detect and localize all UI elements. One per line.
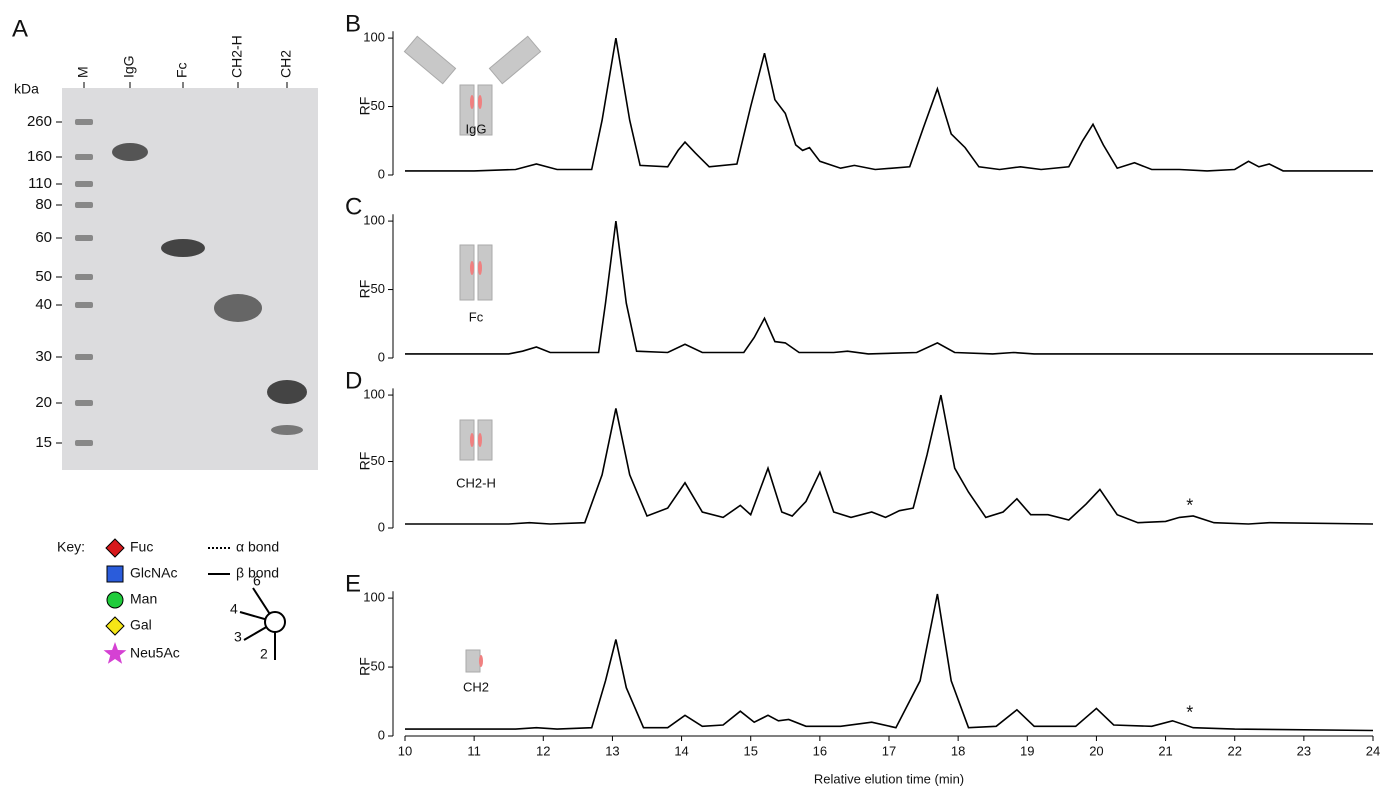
y-tick-label: 50 bbox=[371, 658, 385, 673]
x-tick-label: 18 bbox=[951, 743, 965, 758]
y-tick-label: 100 bbox=[363, 30, 385, 45]
y-tick-label: 100 bbox=[363, 213, 385, 228]
marker-label: 40 bbox=[35, 296, 52, 313]
key-symbol bbox=[103, 642, 127, 664]
linkage-label: 6 bbox=[253, 573, 261, 589]
panel-letter: B bbox=[345, 10, 361, 37]
annotation: * bbox=[1186, 495, 1193, 515]
ladder-band bbox=[75, 400, 93, 406]
lane-label: IgG bbox=[121, 55, 137, 78]
ladder-band bbox=[75, 302, 93, 308]
panel-letter: C bbox=[345, 193, 362, 220]
lane-label: Fc bbox=[174, 62, 190, 78]
key-label: Fuc bbox=[130, 539, 153, 555]
y-tick-label: 0 bbox=[378, 166, 385, 181]
chromatogram-trace bbox=[405, 220, 1373, 355]
key-label: Gal bbox=[130, 617, 152, 633]
key-symbol bbox=[106, 591, 124, 609]
marker-label: 20 bbox=[35, 394, 52, 411]
x-tick-label: 21 bbox=[1158, 743, 1172, 758]
x-tick-label: 22 bbox=[1227, 743, 1241, 758]
ladder-band bbox=[75, 440, 93, 446]
x-tick-label: 23 bbox=[1297, 743, 1311, 758]
y-tick-label: 100 bbox=[363, 590, 385, 605]
x-tick-label: 24 bbox=[1366, 743, 1380, 758]
y-tick-label: 50 bbox=[371, 281, 385, 296]
x-tick-label: 10 bbox=[398, 743, 412, 758]
y-axis-label: RF bbox=[357, 452, 373, 471]
y-tick-label: 0 bbox=[378, 349, 385, 364]
y-tick-label: 50 bbox=[371, 453, 385, 468]
ladder-band bbox=[75, 202, 93, 208]
key-symbol bbox=[105, 616, 125, 636]
x-tick-label: 14 bbox=[674, 743, 688, 758]
key-label: GlcNAc bbox=[130, 565, 177, 581]
panel-letter: A bbox=[12, 15, 28, 42]
marker-label: 50 bbox=[35, 268, 52, 285]
key-title: Key: bbox=[57, 539, 85, 555]
gel-band bbox=[161, 239, 205, 257]
ladder-band bbox=[75, 119, 93, 125]
y-axis-label: RF bbox=[357, 657, 373, 676]
x-tick-label: 19 bbox=[1020, 743, 1034, 758]
gel-band bbox=[112, 143, 148, 161]
marker-label: 15 bbox=[35, 434, 52, 451]
bond-label: β bond bbox=[236, 565, 279, 581]
marker-label: 60 bbox=[35, 229, 52, 246]
gel-image bbox=[62, 88, 318, 470]
x-tick-label: 12 bbox=[536, 743, 550, 758]
lane-label: CH2 bbox=[278, 50, 294, 78]
linkage-label: 4 bbox=[230, 601, 238, 617]
gel-band bbox=[271, 425, 303, 435]
sample-label: IgG bbox=[466, 121, 487, 136]
ladder-band bbox=[75, 235, 93, 241]
sample-label: CH2-H bbox=[456, 475, 496, 490]
panel-letter: D bbox=[345, 367, 362, 394]
gel-band bbox=[267, 380, 307, 404]
y-tick-label: 100 bbox=[363, 387, 385, 402]
marker-label: 260 bbox=[27, 113, 52, 130]
marker-label: 160 bbox=[27, 148, 52, 165]
key-label: Neu5Ac bbox=[130, 645, 180, 661]
x-tick-label: 17 bbox=[882, 743, 896, 758]
ladder-band bbox=[75, 154, 93, 160]
y-axis-label: RF bbox=[357, 280, 373, 299]
y-tick-label: 0 bbox=[378, 727, 385, 742]
marker-label: 110 bbox=[28, 175, 52, 192]
x-axis-label: Relative elution time (min) bbox=[814, 771, 964, 786]
ladder-band bbox=[75, 181, 93, 187]
marker-label: 80 bbox=[35, 196, 52, 213]
glycan-mark bbox=[470, 95, 483, 667]
chromatogram-trace bbox=[405, 593, 1374, 732]
linkage-diagram bbox=[239, 587, 286, 660]
panel-letter: E bbox=[345, 570, 361, 597]
ladder-band bbox=[75, 274, 93, 280]
x-tick-label: 16 bbox=[813, 743, 827, 758]
x-tick-label: 15 bbox=[743, 743, 757, 758]
lane-label: M bbox=[75, 66, 91, 78]
bond-label: α bond bbox=[236, 539, 279, 555]
linkage-label: 3 bbox=[234, 629, 242, 645]
linkage-label: 2 bbox=[260, 646, 268, 662]
y-tick-label: 0 bbox=[378, 519, 385, 534]
lane-label: CH2-H bbox=[229, 35, 245, 78]
key-symbol bbox=[106, 565, 124, 583]
gel-band bbox=[214, 294, 262, 322]
marker-label: 30 bbox=[35, 348, 52, 365]
gel-unit: kDa bbox=[14, 81, 39, 97]
chromatogram-trace bbox=[405, 37, 1373, 172]
x-tick-label: 11 bbox=[467, 743, 481, 758]
sample-label: CH2 bbox=[463, 679, 489, 694]
x-tick-label: 13 bbox=[605, 743, 619, 758]
chromatogram-trace bbox=[405, 394, 1374, 525]
ladder-band bbox=[75, 354, 93, 360]
y-axis-label: RF bbox=[357, 97, 373, 116]
sample-label: Fc bbox=[469, 309, 484, 324]
x-tick-label: 20 bbox=[1089, 743, 1103, 758]
annotation: * bbox=[1186, 703, 1193, 723]
key-symbol bbox=[105, 538, 125, 558]
y-tick-label: 50 bbox=[371, 98, 385, 113]
key-label: Man bbox=[130, 591, 157, 607]
